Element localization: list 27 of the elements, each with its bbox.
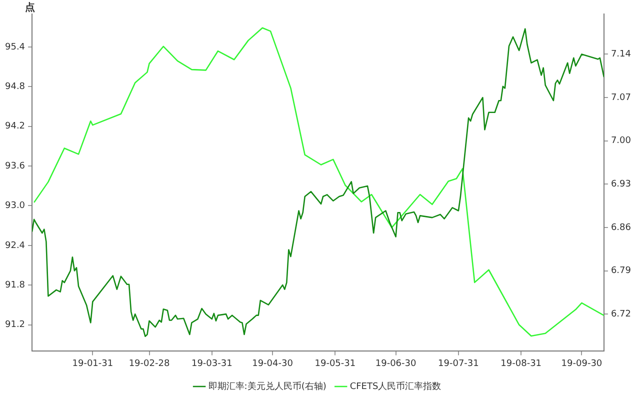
- y-axis-title: 点: [25, 2, 36, 14]
- y-tick-label: 94.8: [4, 82, 26, 92]
- y2-tick-label: 7.14: [610, 50, 632, 60]
- y-tick-label: 91.8: [4, 280, 26, 290]
- x-tick-label: 19-09-30: [561, 358, 602, 369]
- y-tick-label: 91.2: [4, 320, 26, 330]
- y2-tick-label: 6.72: [610, 309, 632, 320]
- x-tick-label: 19-06-30: [375, 358, 416, 369]
- x-tick-label: 19-01-31: [72, 358, 114, 369]
- y-tick-label: 94.2: [4, 122, 26, 132]
- x-tick-label: 19-08-31: [500, 358, 542, 369]
- y-tick-label: 93.0: [4, 201, 26, 212]
- y2-tick-label: 7.07: [610, 92, 632, 103]
- x-tick-label: 19-04-30: [252, 358, 294, 369]
- y-tick-label: 92.4: [4, 240, 26, 251]
- y2-tick-label: 7.00: [610, 136, 632, 146]
- y-tick-label: 93.6: [4, 161, 26, 172]
- y2-tick-label: 6.86: [610, 222, 632, 233]
- x-tick-label: 19-03-31: [191, 358, 232, 369]
- y2-tick-label: 6.93: [610, 179, 632, 190]
- legend-label: 即期汇率:美元兑人民币(右轴): [208, 380, 326, 392]
- x-tick-label: 19-02-28: [128, 358, 170, 369]
- y-tick-label: 95.4: [4, 42, 26, 52]
- legend-label: CFETS人民币汇率指数: [350, 380, 442, 392]
- x-tick-label: 19-05-31: [314, 358, 356, 369]
- x-tick-label: 19-07-31: [438, 358, 479, 369]
- y2-tick-label: 6.79: [610, 266, 632, 276]
